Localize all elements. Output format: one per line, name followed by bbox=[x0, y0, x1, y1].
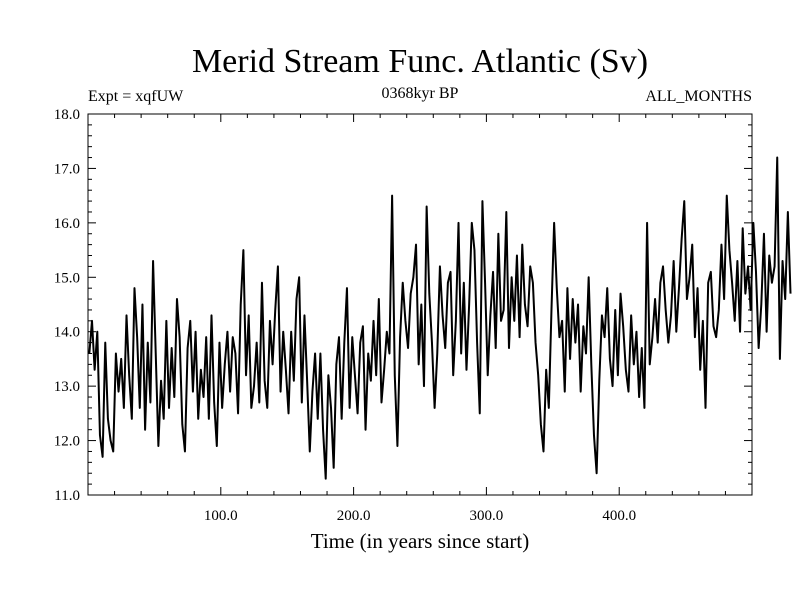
y-tick-label: 18.0 bbox=[54, 107, 80, 123]
x-tick-label: 200.0 bbox=[337, 508, 371, 524]
chart-title: Merid Stream Func. Atlantic (Sv) bbox=[192, 43, 648, 80]
series-line bbox=[88, 156, 792, 480]
x-tick-label: 400.0 bbox=[602, 508, 636, 524]
y-tick-label: 11.0 bbox=[54, 488, 80, 504]
x-tick-label: 300.0 bbox=[470, 508, 504, 524]
y-axis: 11.0 12.0 13.0 14.0 15.0 16.0 17.0 18.0 bbox=[54, 107, 752, 504]
x-tick-label: 100.0 bbox=[204, 508, 238, 524]
experiment-label: Expt = xqfUW bbox=[88, 88, 184, 105]
x-axis: 100.0 200.0 300.0 400.0 bbox=[114, 114, 726, 524]
x-axis-label: Time (in years since start) bbox=[311, 529, 530, 553]
chart-subtitle: 0368kyr BP bbox=[382, 85, 459, 102]
y-tick-label: 15.0 bbox=[54, 270, 80, 286]
y-tick-label: 16.0 bbox=[54, 216, 80, 232]
months-label: ALL_MONTHS bbox=[645, 88, 752, 105]
y-tick-label: 17.0 bbox=[54, 161, 80, 177]
y-tick-label: 14.0 bbox=[54, 325, 80, 341]
y-tick-label: 13.0 bbox=[54, 379, 80, 395]
y-tick-label: 12.0 bbox=[54, 434, 80, 450]
plot-frame bbox=[87, 113, 753, 496]
